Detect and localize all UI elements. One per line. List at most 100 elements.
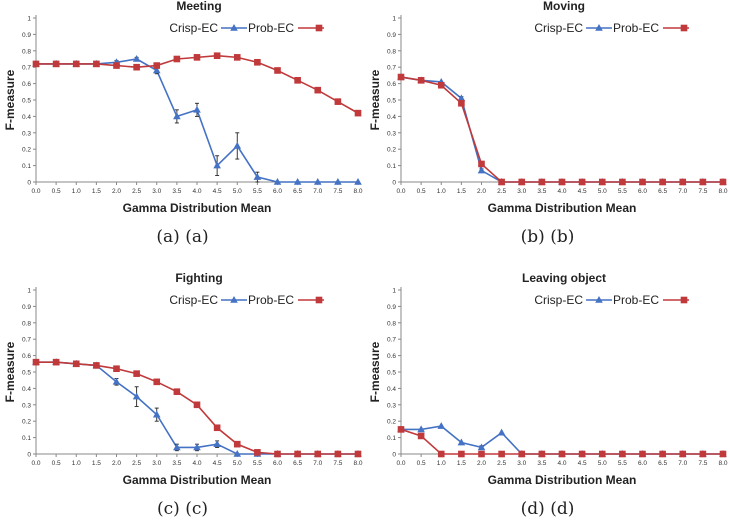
x-tick-label: 2.5 — [497, 188, 506, 195]
data-point — [457, 438, 466, 446]
x-tick-label: 4.0 — [557, 460, 566, 467]
y-tick-label: 0.9 — [387, 32, 396, 39]
data-point — [578, 178, 586, 186]
caption-c: (c) (c) — [157, 499, 208, 519]
data-point — [153, 62, 161, 69]
legend-marker-triangle — [595, 296, 603, 303]
data-point — [152, 66, 161, 74]
x-axis-label: Gamma Distribution Mean — [488, 473, 637, 487]
data-point — [173, 55, 181, 63]
x-tick-label: 5.0 — [598, 188, 607, 195]
x-tick-label: 0.5 — [52, 460, 61, 467]
y-tick-label: 0.1 — [22, 435, 31, 442]
data-point — [417, 77, 425, 84]
chart-panel-3: Fighting 0 0.1 0.2 0.3 0.4 0.5 0.6 0.7 0.8 0.9 1 0.0… — [3, 271, 363, 487]
data-point — [719, 450, 727, 458]
x-tick-label: 3.0 — [152, 188, 161, 195]
x-tick-label: 4.0 — [192, 188, 201, 195]
x-tick-label: 5.5 — [618, 460, 627, 467]
y-tick-label: 0.3 — [387, 402, 396, 409]
legend-label-crisp-ec: Crisp-EC — [534, 293, 583, 307]
data-point — [619, 178, 626, 186]
series-prob-ec — [397, 426, 727, 458]
data-point — [173, 388, 181, 395]
data-point — [132, 55, 141, 62]
y-tick-label: 1 — [27, 16, 31, 23]
x-tick-label: 0.0 — [396, 188, 405, 195]
y-tick-label: 0.1 — [387, 435, 396, 442]
x-tick-label: 3.5 — [172, 460, 181, 467]
x-tick-label: 7.0 — [313, 460, 322, 467]
x-tick-label: 5.5 — [253, 188, 262, 195]
x-tick-label: 7.5 — [333, 460, 342, 467]
caption-b: (b) (b) — [520, 227, 575, 247]
x-tick-label: 6.0 — [273, 188, 282, 195]
series-crisp-ec — [32, 55, 362, 185]
data-point — [313, 178, 322, 185]
y-tick-label: 0.4 — [387, 386, 396, 393]
legend-label-crisp-ec: Crisp-EC — [169, 293, 218, 307]
x-axis-label: Gamma Distribution Mean — [123, 473, 272, 487]
y-tick-label: 0.6 — [22, 81, 31, 88]
data-point — [133, 63, 140, 71]
x-tick-label: 2.0 — [477, 460, 486, 467]
chart-panel-1: Meeting 0 0.1 0.2 0.3 0.4 0.5 0.6 0.7 0.8 0.9 1 0.0 0… — [3, 0, 363, 215]
x-tick-label: 7.0 — [678, 188, 687, 195]
y-tick-label: 1 — [392, 288, 396, 295]
y-tick-label: 0.5 — [22, 98, 31, 105]
y-tick-label: 0.5 — [387, 98, 396, 105]
x-tick-label: 3.0 — [517, 460, 526, 467]
legend-label-prob-ec: Prob-EC — [613, 21, 659, 35]
data-point — [679, 178, 687, 186]
x-tick-label: 6.5 — [293, 460, 302, 467]
data-point — [72, 360, 80, 368]
x-tick-label: 7.5 — [333, 188, 342, 195]
x-tick-label: 4.5 — [213, 188, 222, 195]
data-point — [397, 73, 405, 81]
y-tick-label: 0.4 — [22, 114, 31, 121]
x-tick-label: 8.0 — [718, 460, 727, 467]
x-tick-label: 0.5 — [417, 188, 426, 195]
legend: Crisp-EC Prob-EC — [534, 293, 689, 307]
data-point — [113, 62, 120, 69]
chart-panel-4: Leaving object 0 0.1 0.2 0.3 0.4 0.5 0.6 0.7 0.8 0… — [368, 271, 728, 487]
data-point — [477, 443, 486, 451]
y-tick-label: 0.9 — [387, 304, 396, 311]
data-point — [233, 141, 242, 149]
x-tick-label: 2.0 — [477, 188, 486, 195]
y-tick-label: 0.7 — [22, 65, 31, 72]
data-point — [294, 77, 301, 84]
data-point — [354, 178, 362, 185]
data-point — [437, 422, 446, 429]
data-point — [457, 94, 466, 102]
data-point — [354, 450, 362, 458]
data-point — [253, 173, 262, 180]
data-point — [233, 450, 242, 457]
data-point — [639, 178, 646, 186]
x-tick-label: 6.0 — [638, 188, 647, 195]
x-tick-label: 8.0 — [353, 460, 362, 467]
y-tick-label: 0.8 — [22, 48, 31, 55]
data-point — [477, 166, 486, 174]
data-point — [173, 112, 181, 120]
y-axis-label: F-measure — [368, 69, 382, 130]
y-tick-label: 0.7 — [387, 337, 396, 344]
x-tick-label: 1.0 — [72, 460, 81, 467]
x-axis-label: Gamma Distribution Mean — [123, 201, 272, 215]
y-tick-label: 0.5 — [22, 370, 31, 377]
data-point — [293, 178, 302, 185]
data-point — [153, 378, 161, 386]
data-point — [32, 60, 40, 68]
data-point — [719, 178, 727, 186]
data-point — [233, 440, 241, 448]
x-tick-label: 6.5 — [293, 188, 302, 195]
data-point — [133, 370, 140, 377]
y-tick-label: 0.5 — [387, 370, 396, 377]
legend-marker-square — [315, 296, 323, 304]
legend-label-prob-ec: Prob-EC — [613, 293, 659, 307]
x-tick-label: 0.0 — [31, 188, 40, 195]
data-point — [72, 60, 80, 68]
y-tick-label: 0.1 — [387, 163, 396, 170]
y-tick-label: 0.8 — [387, 48, 396, 55]
